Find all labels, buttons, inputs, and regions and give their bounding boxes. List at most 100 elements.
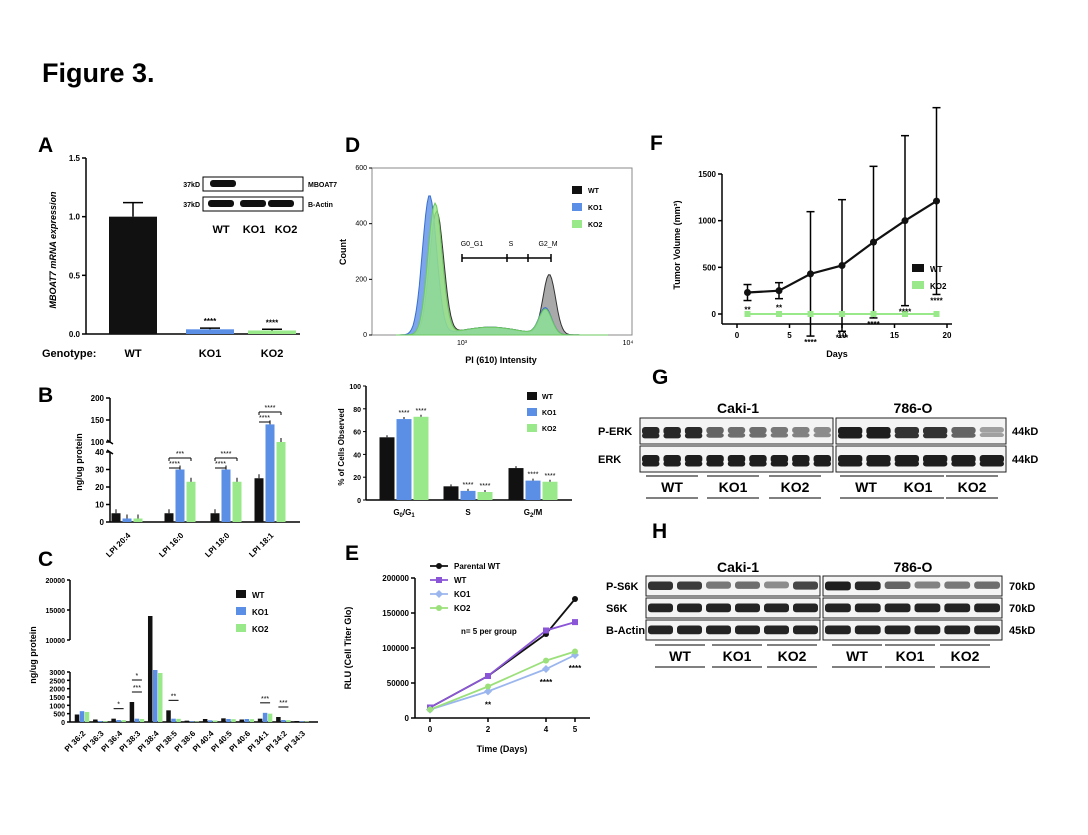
panel-c-bar <box>176 718 181 722</box>
panel-d-bar-x-tick-part: G <box>524 508 530 517</box>
blot-band <box>813 433 831 438</box>
panel-e-legend-marker <box>435 590 443 598</box>
blot-band <box>884 625 911 635</box>
panel-f-significance: **** <box>804 338 817 347</box>
blot-membrane <box>645 619 821 641</box>
panel-f-significance: **** <box>899 308 912 317</box>
blot-band <box>923 433 948 439</box>
panel-d-bar-x-tick-label: G2/M <box>524 508 543 519</box>
panel-label-e: E <box>345 542 359 565</box>
panel-b-bar <box>186 481 196 522</box>
panel-c-y-tick-label: 15000 <box>46 608 66 615</box>
panel-f-significance: **** <box>836 333 849 342</box>
blot-band <box>838 461 863 467</box>
blot-size-label: 70kD <box>1009 581 1035 593</box>
panel-c-bar <box>294 721 299 722</box>
blot-band <box>813 427 831 434</box>
blot-band <box>663 433 681 439</box>
panel-a-chart: 0.0 0.5 1.0 1.5 WT **** KO1 **** KO2 37kD MBOAT7 37… <box>69 154 337 360</box>
panel-c-bar <box>231 719 236 722</box>
panel-e-note: n= 5 per group <box>461 627 517 636</box>
blot-band <box>749 427 767 434</box>
panel-b-y-tick-label: 150 <box>91 416 105 425</box>
blot-band <box>944 625 971 635</box>
panel-c-bar <box>221 718 226 722</box>
panel-f-significance: **** <box>930 296 943 305</box>
panel-label-h: H <box>652 520 667 543</box>
blot-band <box>727 455 746 463</box>
blot-band <box>813 455 831 463</box>
panel-f-marker <box>744 311 751 317</box>
panel-f-xlabel: Days <box>826 349 848 359</box>
panel-b-bar <box>221 469 231 522</box>
blot-band <box>663 455 681 463</box>
panel-e-line-3 <box>429 650 576 711</box>
panel-b-y-tick-label: 100 <box>91 438 105 447</box>
blot-band <box>770 455 789 463</box>
blot-band <box>770 461 789 467</box>
panel-c-bar <box>244 719 250 722</box>
blot-band <box>735 581 760 589</box>
panel-d-x-tick-label: 10⁴ <box>623 340 634 347</box>
panel-d-bar-ylabel: % of Cells Observed <box>337 408 346 485</box>
blot-membrane <box>645 575 821 597</box>
panel-f-marker <box>807 270 814 278</box>
blot-group-label: KO2 <box>951 648 980 664</box>
panel-b-bar <box>133 518 143 522</box>
panel-a-blot-row-label: B-Actin <box>308 202 333 209</box>
panel-c-ylabel: ng/ug protein <box>28 626 38 684</box>
panel-b-bar <box>210 513 220 522</box>
panel-d-legend-swatch <box>572 220 582 228</box>
blot-group-label: WT <box>661 479 683 495</box>
blot-band <box>684 455 703 463</box>
blot-band <box>642 433 660 439</box>
blot-band <box>884 581 911 590</box>
panel-d-bar-x-tick-part: /M <box>533 508 542 517</box>
panel-e-marker <box>484 687 492 696</box>
panel-d-bar-x-tick-part: G <box>393 508 399 517</box>
panel-d-y-tick-label: 400 <box>355 221 367 228</box>
blot-row-label: P-ERK <box>598 426 632 438</box>
panel-d-bar <box>542 481 558 500</box>
panel-d-bar <box>396 419 412 500</box>
panel-c-bar <box>121 720 126 722</box>
panel-a-blot-band <box>210 180 236 187</box>
panel-d-gate-label: S <box>509 241 514 248</box>
blot-band <box>706 455 724 463</box>
blot-band <box>792 455 810 463</box>
blot-size-label: 45kD <box>1009 625 1035 637</box>
panel-a-y-tick-label: 0.0 <box>69 330 81 339</box>
panel-d-xlabel: PI (610) Intensity <box>465 355 537 365</box>
panel-c-significance: *** <box>133 685 141 692</box>
panel-f-marker <box>870 311 877 317</box>
panel-c-bar <box>98 721 103 722</box>
blot-band <box>793 581 818 590</box>
panel-b-x-tick-label: LPI 18:0 <box>203 531 231 559</box>
panel-f-legend-label: KO2 <box>930 282 947 291</box>
panel-f-marker <box>807 311 814 317</box>
blot-band <box>648 625 673 635</box>
panel-c-bar <box>116 720 121 722</box>
panel-a-blot-row-label: MBOAT7 <box>308 182 337 189</box>
panel-d-bar-y-tick-label: 60 <box>353 430 361 437</box>
panel-c-y-tick-label: 1000 <box>49 703 65 710</box>
panel-d-ylabel: Count <box>338 239 348 265</box>
panel-f-marker <box>775 287 783 295</box>
blot-band <box>979 433 1004 438</box>
panel-d-y-tick-label: 600 <box>355 165 367 172</box>
panel-a-blot-size: 37kD <box>183 182 200 189</box>
panel-d-legend-label: KO1 <box>588 205 603 212</box>
panel-e-line-0 <box>429 598 576 709</box>
panel-f-legend-swatch <box>912 281 924 289</box>
blot-band <box>951 461 976 467</box>
blot-band <box>979 461 1004 467</box>
panel-b-y-tick-label: 30 <box>95 466 104 475</box>
blot-band <box>951 433 976 438</box>
panel-c-bar <box>111 718 116 722</box>
panel-e-y-tick-label: 200000 <box>382 574 409 583</box>
blot-group-label: KO1 <box>896 648 925 664</box>
panel-b-bar <box>276 442 286 522</box>
blot-band <box>894 427 919 435</box>
panel-c-legend-label: KO1 <box>252 608 269 617</box>
